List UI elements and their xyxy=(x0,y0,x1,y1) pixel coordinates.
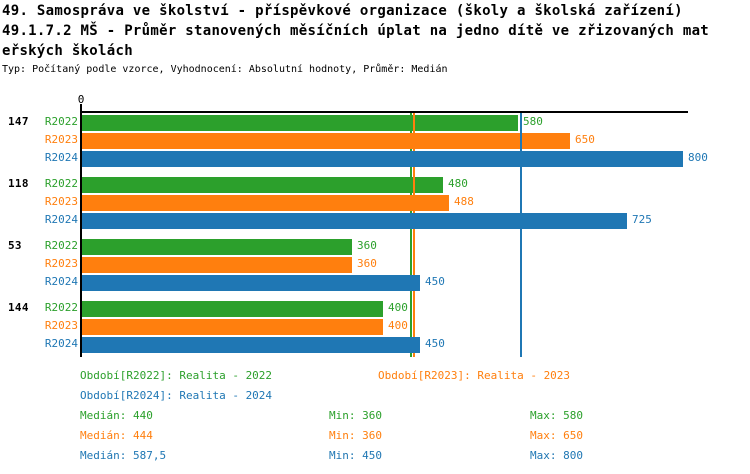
bar-r2023-118 xyxy=(82,195,449,211)
bar-r2022-53 xyxy=(82,239,352,255)
median-line-r2024 xyxy=(520,113,522,357)
legend-r2022: Období[R2022]: Realita - 2022 xyxy=(80,369,273,382)
bar-value-label: 480 xyxy=(448,177,468,190)
bar-value-label: 450 xyxy=(425,337,445,350)
bar-r2023-147 xyxy=(82,133,570,149)
legend-r2024: Období[R2024]: Realita - 2024 xyxy=(80,389,273,402)
series-row-label-r2023: R2023 xyxy=(44,319,78,332)
bar-r2022-118 xyxy=(82,177,443,193)
report-title-line2: 49.1.7.2 MŠ - Průměr stanovených měsíční… xyxy=(2,23,710,39)
series-row-label-r2024: R2024 xyxy=(44,151,78,164)
bar-r2022-147 xyxy=(82,115,518,131)
series-row-label-r2023: R2023 xyxy=(44,133,78,146)
bar-value-label: 360 xyxy=(357,257,377,270)
median-line-r2022 xyxy=(410,113,412,357)
median-stat: Medián: 440 xyxy=(80,409,153,422)
category-label: 118 xyxy=(8,177,29,190)
max-stat: Max: 580 xyxy=(530,409,583,422)
min-stat: Min: 450 xyxy=(329,449,382,462)
bar-r2023-53 xyxy=(82,257,352,273)
series-row-label-r2022: R2022 xyxy=(44,177,78,190)
x-axis-tick-label: 0 xyxy=(77,93,85,106)
series-row-label-r2024: R2024 xyxy=(44,337,78,350)
bar-value-label: 400 xyxy=(388,301,408,314)
bar-value-label: 725 xyxy=(632,213,652,226)
bar-r2024-118 xyxy=(82,213,627,229)
report-subtitle: Typ: Počítaný podle vzorce, Vyhodnocení:… xyxy=(2,64,448,75)
bar-r2024-144 xyxy=(82,337,420,353)
min-stat: Min: 360 xyxy=(329,429,382,442)
median-line-r2023 xyxy=(413,113,415,357)
category-label: 147 xyxy=(8,115,29,128)
max-stat: Max: 650 xyxy=(530,429,583,442)
y-axis-line xyxy=(80,104,82,357)
series-row-label-r2023: R2023 xyxy=(44,257,78,270)
series-row-label-r2024: R2024 xyxy=(44,275,78,288)
report-title-line1: 49. Samospráva ve školství - příspěvkové… xyxy=(2,3,683,19)
bar-r2024-147 xyxy=(82,151,683,167)
bar-value-label: 400 xyxy=(388,319,408,332)
max-stat: Max: 800 xyxy=(530,449,583,462)
x-axis-line xyxy=(80,111,688,113)
bar-value-label: 450 xyxy=(425,275,445,288)
bar-value-label: 580 xyxy=(523,115,543,128)
category-label: 144 xyxy=(8,301,29,314)
report-title-line3: eřských školách xyxy=(2,43,133,59)
bar-r2024-53 xyxy=(82,275,420,291)
series-row-label-r2024: R2024 xyxy=(44,213,78,226)
bar-r2023-144 xyxy=(82,319,383,335)
series-row-label-r2022: R2022 xyxy=(44,115,78,128)
series-row-label-r2022: R2022 xyxy=(44,301,78,314)
legend-r2023: Období[R2023]: Realita - 2023 xyxy=(378,369,571,382)
bar-value-label: 360 xyxy=(357,239,377,252)
median-stat: Medián: 587,5 xyxy=(80,449,167,462)
median-stat: Medián: 444 xyxy=(80,429,153,442)
series-row-label-r2023: R2023 xyxy=(44,195,78,208)
series-row-label-r2022: R2022 xyxy=(44,239,78,252)
bar-value-label: 800 xyxy=(688,151,708,164)
bar-value-label: 488 xyxy=(454,195,474,208)
bar-r2022-144 xyxy=(82,301,383,317)
min-stat: Min: 360 xyxy=(329,409,382,422)
bar-value-label: 650 xyxy=(575,133,595,146)
category-label: 53 xyxy=(8,239,22,252)
